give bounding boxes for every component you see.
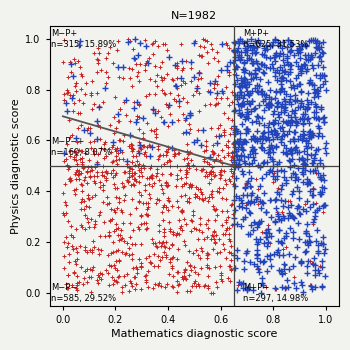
Title: N=1982: N=1982 (171, 11, 217, 21)
Y-axis label: Physics diagnostic score: Physics diagnostic score (11, 98, 21, 234)
Text: M−P−
n=585, 29.52%: M−P− n=585, 29.52% (51, 283, 116, 303)
Text: M+P−
n=297, 14.98%: M+P− n=297, 14.98% (244, 283, 309, 303)
Text: M+P+
n=625, 31.53%: M+P+ n=625, 31.53% (244, 29, 309, 49)
X-axis label: Mathematics diagnostic score: Mathematics diagnostic score (111, 329, 278, 339)
Text: M−P+
n=315, 15.89%: M−P+ n=315, 15.89% (51, 29, 117, 49)
Text: M−P−+
n=160, 8.07%: M−P−+ n=160, 8.07% (51, 138, 111, 158)
